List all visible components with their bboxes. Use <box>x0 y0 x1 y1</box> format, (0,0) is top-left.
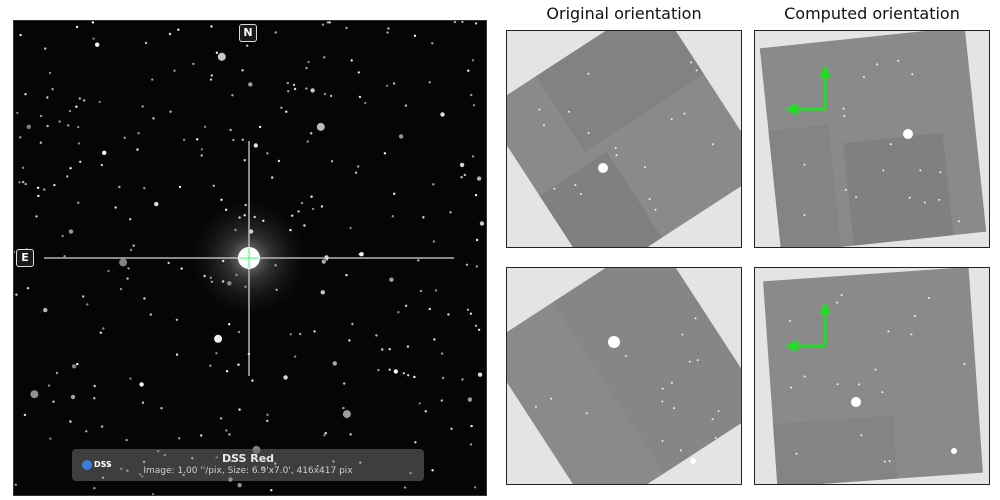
compass-east-label: E <box>16 249 34 267</box>
sky-survey-image[interactable]: N E DSS DSS Red Image: 1.00 ''/pix, Size… <box>13 20 487 496</box>
survey-logo: DSS <box>82 457 112 473</box>
computed-orientation-header: Computed orientation <box>784 4 960 23</box>
original-thumbnail-2 <box>506 267 742 485</box>
computed-thumbnail-2 <box>754 267 990 485</box>
star-field <box>14 21 485 495</box>
compass-north-label: N <box>239 24 257 42</box>
original-orientation-header: Original orientation <box>546 4 702 23</box>
computed-thumbnail-1 <box>754 30 990 248</box>
globe-icon <box>82 459 92 470</box>
background-stars <box>14 21 485 495</box>
original-thumbnail-1 <box>506 30 742 248</box>
survey-logo-text: DSS <box>94 460 112 469</box>
compass-arrows <box>785 302 831 352</box>
compass-arrows <box>785 65 831 115</box>
image-info-text: Image: 1.00 ''/pix, Size: 6.9'x7.0', 416… <box>143 466 353 476</box>
image-info-bar: DSS DSS Red Image: 1.00 ''/pix, Size: 6.… <box>72 449 424 481</box>
survey-name: DSS Red <box>221 452 275 465</box>
